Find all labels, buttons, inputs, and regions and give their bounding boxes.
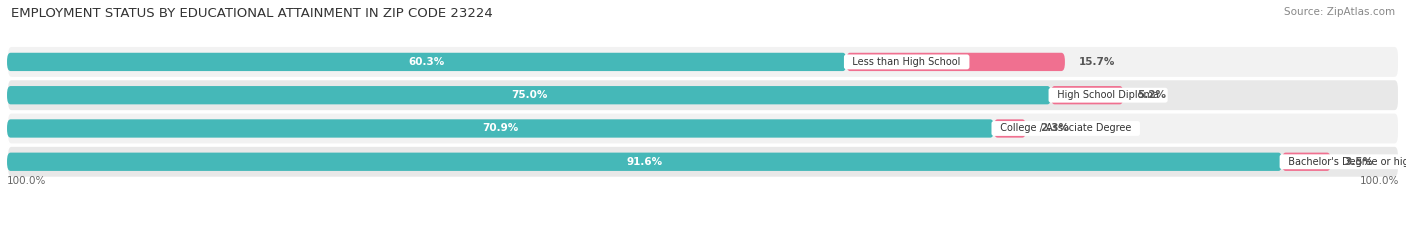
FancyBboxPatch shape [7, 79, 1399, 111]
Text: 2.3%: 2.3% [1040, 123, 1069, 134]
FancyBboxPatch shape [7, 46, 1399, 78]
Text: High School Diploma: High School Diploma [1052, 90, 1166, 100]
Text: 75.0%: 75.0% [510, 90, 547, 100]
FancyBboxPatch shape [7, 86, 1052, 104]
Text: 100.0%: 100.0% [1360, 176, 1399, 186]
FancyBboxPatch shape [7, 146, 1399, 178]
FancyBboxPatch shape [7, 53, 846, 71]
FancyBboxPatch shape [994, 119, 1026, 138]
FancyBboxPatch shape [1282, 153, 1330, 171]
Text: Source: ZipAtlas.com: Source: ZipAtlas.com [1284, 7, 1395, 17]
Text: 5.2%: 5.2% [1137, 90, 1167, 100]
Text: 70.9%: 70.9% [482, 123, 519, 134]
FancyBboxPatch shape [7, 153, 1282, 171]
Text: 100.0%: 100.0% [7, 176, 46, 186]
Text: 15.7%: 15.7% [1078, 57, 1115, 67]
Text: Less than High School: Less than High School [846, 57, 967, 67]
Text: 3.5%: 3.5% [1344, 157, 1374, 167]
Text: Bachelor's Degree or higher: Bachelor's Degree or higher [1282, 157, 1406, 167]
FancyBboxPatch shape [1052, 86, 1123, 104]
Text: 60.3%: 60.3% [409, 57, 444, 67]
FancyBboxPatch shape [7, 119, 994, 138]
FancyBboxPatch shape [846, 53, 1064, 71]
FancyBboxPatch shape [7, 113, 1399, 144]
Text: College / Associate Degree: College / Associate Degree [994, 123, 1137, 134]
Text: 91.6%: 91.6% [627, 157, 662, 167]
Text: EMPLOYMENT STATUS BY EDUCATIONAL ATTAINMENT IN ZIP CODE 23224: EMPLOYMENT STATUS BY EDUCATIONAL ATTAINM… [11, 7, 494, 20]
